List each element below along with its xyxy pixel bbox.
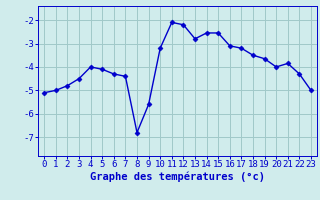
X-axis label: Graphe des températures (°c): Graphe des températures (°c) [90, 172, 265, 182]
